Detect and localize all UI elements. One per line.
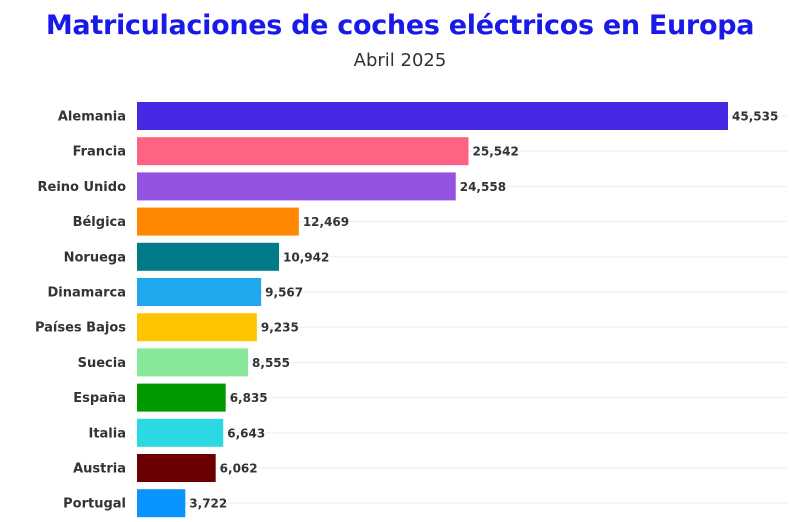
- value-label: 12,469: [303, 215, 349, 229]
- category-label: España: [73, 391, 126, 406]
- chart-subtitle: Abril 2025: [353, 50, 447, 71]
- value-label: 6,835: [230, 391, 268, 405]
- bar: [137, 348, 249, 377]
- value-label: 24,558: [460, 180, 506, 194]
- value-label: 9,235: [261, 321, 299, 335]
- category-label: Dinamarca: [48, 286, 126, 301]
- category-label: Países Bajos: [35, 321, 126, 336]
- category-label: Bélgica: [73, 215, 126, 230]
- bar: [137, 137, 469, 166]
- bar: [137, 242, 280, 271]
- category-label: Noruega: [64, 250, 126, 265]
- bar: [137, 454, 216, 482]
- bar: [137, 207, 299, 236]
- category-label: Reino Unido: [38, 180, 127, 195]
- bar: [137, 313, 257, 342]
- bar: [137, 172, 456, 201]
- category-label: Italia: [88, 426, 126, 441]
- bar: [137, 102, 728, 130]
- category-label: Suecia: [78, 356, 126, 371]
- category-label: Alemania: [58, 110, 126, 125]
- bar: [137, 489, 186, 518]
- value-label: 45,535: [732, 110, 778, 124]
- category-label: Francia: [73, 145, 126, 160]
- category-label: Portugal: [63, 497, 126, 512]
- value-label: 9,567: [265, 286, 303, 300]
- bar: [137, 383, 226, 412]
- value-label: 6,643: [227, 426, 265, 440]
- value-label: 10,942: [283, 250, 329, 264]
- chart-title: Matriculaciones de coches eléctricos en …: [45, 10, 755, 41]
- value-label: 6,062: [220, 462, 258, 476]
- value-label: 25,542: [473, 145, 519, 159]
- category-label: Austria: [73, 462, 126, 477]
- value-label: 8,555: [252, 356, 290, 370]
- bar: [137, 418, 224, 447]
- value-label: 3,722: [189, 497, 227, 511]
- bar: [137, 278, 262, 306]
